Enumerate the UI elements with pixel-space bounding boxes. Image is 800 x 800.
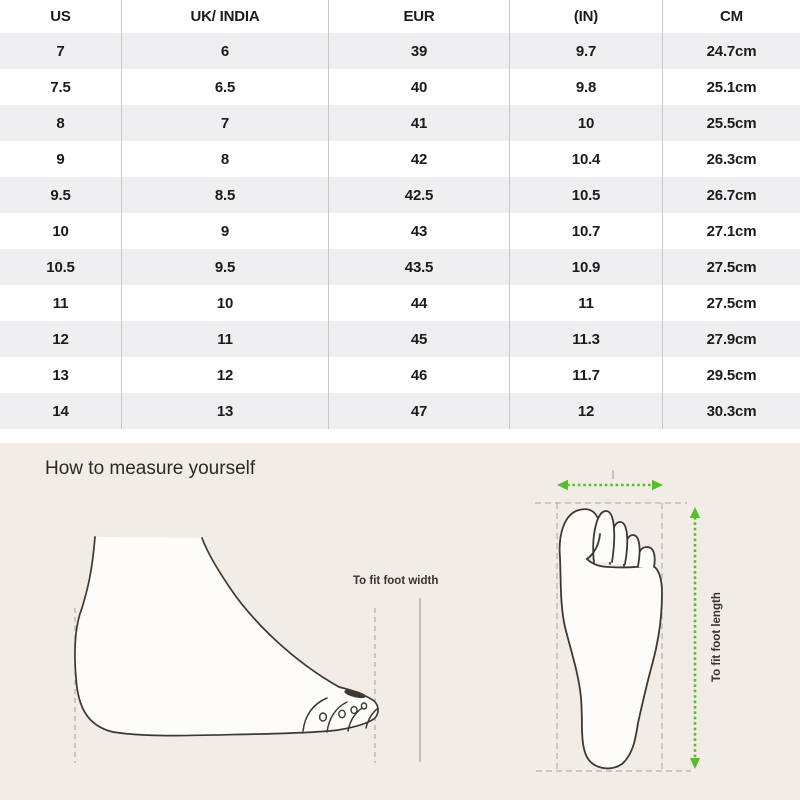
table-cell-cm: 26.7cm — [663, 177, 800, 213]
size-chart-table: US UK/ INDIA EUR (IN) CM 7 6 39 9.7 24.7… — [0, 0, 800, 429]
table-cell-uk: 9 — [122, 213, 329, 249]
table-cell-us: 9.5 — [0, 177, 122, 213]
table-cell-uk: 12 — [122, 357, 329, 393]
table-cell-eur: 42 — [329, 141, 510, 177]
table-cell-us: 9 — [0, 141, 122, 177]
table-cell-eur: 43.5 — [329, 249, 510, 285]
side-foot-illustration — [74, 536, 421, 763]
table-cell-in: 10.5 — [510, 177, 663, 213]
big-toe-edge — [586, 533, 601, 560]
measure-title: How to measure yourself — [45, 458, 256, 479]
table-cell-eur: 43 — [329, 213, 510, 249]
table-cell-us: 10 — [0, 213, 122, 249]
table-cell-uk: 7 — [122, 105, 329, 141]
table-cell-in: 11 — [510, 285, 663, 321]
table-cell-uk: 6 — [122, 33, 329, 69]
table-cell-in: 11.7 — [510, 357, 663, 393]
table-body: 7 6 39 9.7 24.7cm 7.5 6.5 40 9.8 25.1cm … — [0, 33, 800, 429]
table-row: 9.5 8.5 42.5 10.5 26.7cm — [0, 177, 800, 213]
table-cell-us: 13 — [0, 357, 122, 393]
table-row: 8 7 41 10 25.5cm — [0, 105, 800, 141]
table-cell-cm: 26.3cm — [706, 150, 757, 168]
table-cell-eur: 41 — [329, 105, 510, 141]
column-header-in: (IN) — [510, 0, 663, 33]
table-cell-uk: 11 — [122, 321, 329, 357]
table-cell-eur: 39 — [329, 33, 510, 69]
table-cell-uk: 6.5 — [122, 69, 329, 105]
table-cell-in: 10 — [510, 105, 663, 141]
table-row: 10.5 9.5 43.5 10.9 27.5cm — [0, 249, 800, 285]
table-cell-cm: 24.7cm — [663, 33, 800, 69]
table-cell-uk: 8.5 — [122, 177, 329, 213]
column-header-cm: CM — [720, 8, 743, 25]
table-cell-eur: 44 — [329, 285, 510, 321]
table-cell-eur: 46 — [329, 357, 510, 393]
table-cell-eur: 40 — [329, 69, 510, 105]
table-cell-cm: 25.5cm — [663, 105, 800, 141]
table-cell-cm: 29.5cm — [706, 366, 757, 384]
foot-length-label: To fit foot length — [711, 592, 723, 682]
table-cell-cm: 27.9cm — [663, 321, 800, 357]
table-cell-cm: 27.5cm — [663, 249, 800, 285]
table-row: 7.5 6.5 40 9.8 25.1cm — [0, 69, 800, 105]
table-cell-us: 14 — [0, 393, 122, 429]
table-bottom-gap — [0, 429, 800, 443]
side-foot-outline — [74, 536, 379, 737]
table-cell-uk: 13 — [122, 393, 329, 429]
table-cell-uk: 8 — [122, 141, 329, 177]
table-cell-us: 10.5 — [0, 249, 122, 285]
table-cell-cm: 30.3cm — [663, 393, 800, 429]
big-toe-nail — [344, 689, 366, 699]
table-cell-in: 9.7 — [510, 33, 663, 69]
table-cell-in: 9.8 — [510, 69, 663, 105]
table-cell-in: 10.9 — [510, 249, 663, 285]
table-cell-in: 11.3 — [510, 321, 663, 357]
table-cell-us: 11 — [0, 285, 122, 321]
sole-foot-illustration: To fit foot length — [535, 470, 723, 772]
table-cell-cm: 27.5cm — [706, 294, 757, 312]
table-row: 10 9 43 10.7 27.1cm — [0, 213, 800, 249]
table-row: 11 10 44 11 27.5cm — [0, 285, 800, 321]
measure-section: How to measure yourself To fit foot widt… — [0, 443, 800, 800]
table-cell-us: 12 — [0, 321, 122, 357]
width-arrow — [557, 479, 663, 491]
table-cell-in: 10.7 — [510, 213, 663, 249]
table-row: 13 12 46 11.7 29.5cm — [0, 357, 800, 393]
table-cell-in: 12 — [510, 393, 663, 429]
table-cell-cm: 27.1cm — [706, 222, 757, 240]
table-cell-eur: 47 — [329, 393, 510, 429]
table-row: 9 8 42 10.4 26.3cm — [0, 141, 800, 177]
table-header-row: US UK/ INDIA EUR (IN) CM — [0, 0, 800, 33]
table-cell-in: 10.4 — [510, 141, 663, 177]
column-header-us: US — [0, 0, 122, 33]
table-cell-uk: 9.5 — [122, 249, 329, 285]
table-cell-eur: 42.5 — [329, 177, 510, 213]
column-header-uk-india: UK/ INDIA — [122, 0, 329, 33]
foot-width-label: To fit foot width — [353, 575, 439, 587]
table-row: 7 6 39 9.7 24.7cm — [0, 33, 800, 69]
measure-box-dashed — [535, 502, 691, 772]
toe-nails — [318, 702, 368, 722]
table-cell-cm: 25.1cm — [706, 78, 757, 96]
column-header-eur: EUR — [329, 0, 510, 33]
table-row: 12 11 45 11.3 27.9cm — [0, 321, 800, 357]
sole-toes — [592, 510, 656, 568]
table-cell-us: 7.5 — [0, 69, 122, 105]
length-arrow — [689, 507, 701, 769]
table-cell-uk: 10 — [122, 285, 329, 321]
table-cell-eur: 45 — [329, 321, 510, 357]
table-row: 14 13 47 12 30.3cm — [0, 393, 800, 429]
table-cell-us: 7 — [0, 33, 122, 69]
table-cell-us: 8 — [0, 105, 122, 141]
